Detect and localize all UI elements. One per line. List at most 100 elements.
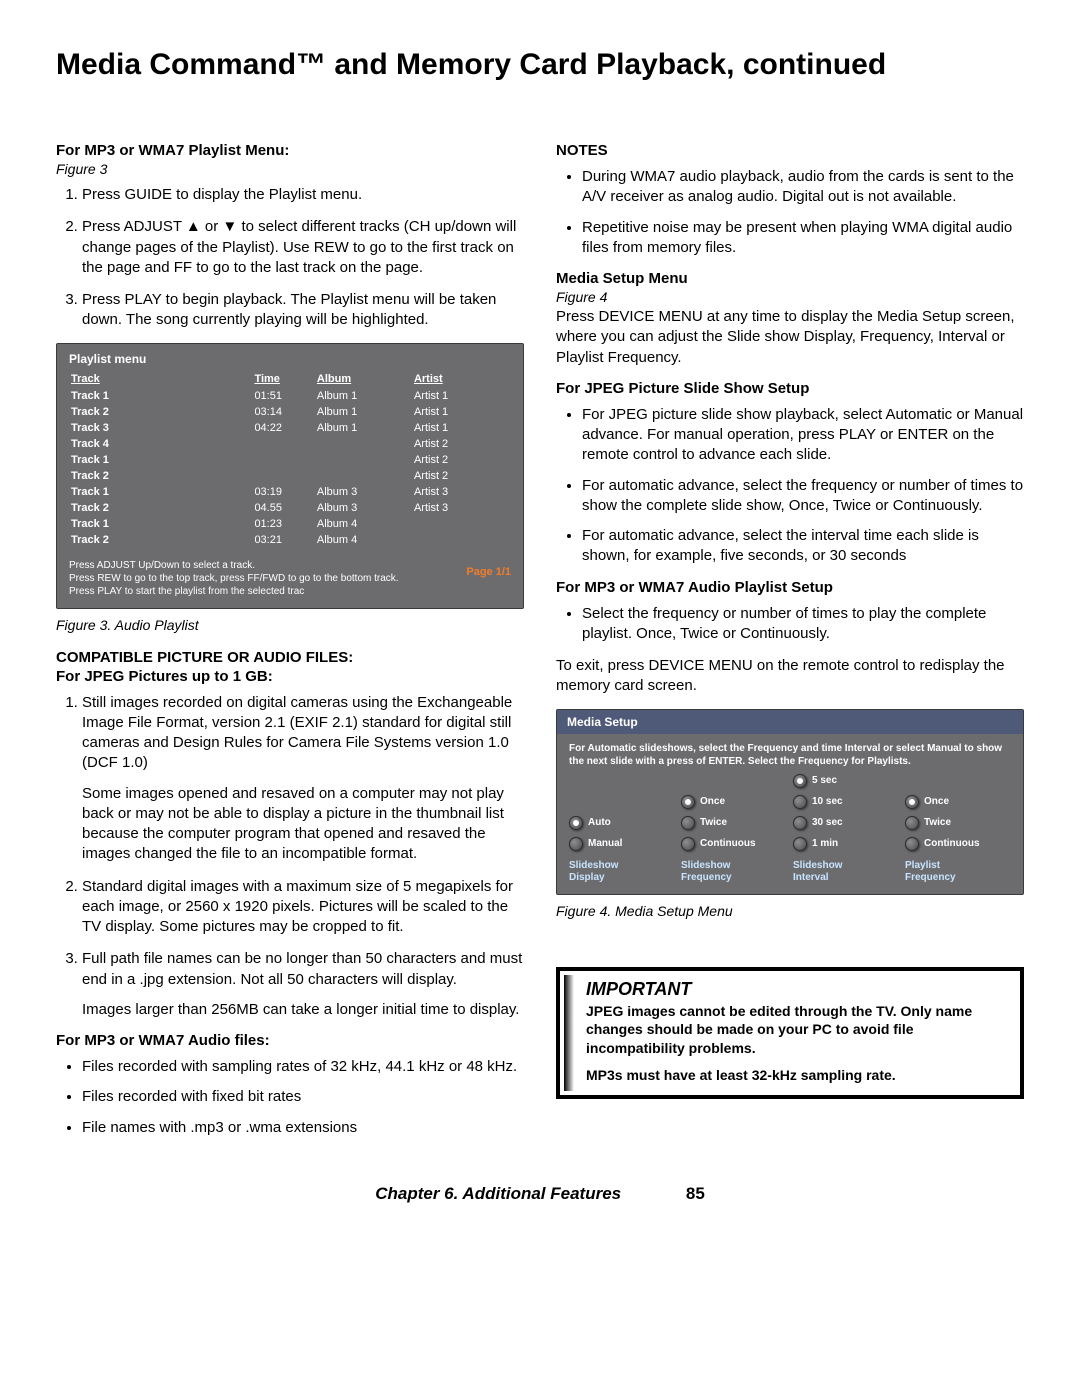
radio-option[interactable]: Auto: [569, 816, 675, 830]
important-text-1: JPEG images cannot be edited through the…: [586, 1002, 1008, 1059]
radio-option[interactable]: Continuous: [905, 837, 1011, 851]
left-column: For MP3 or WMA7 Playlist Menu: Figure 3 …: [56, 142, 524, 1150]
playlist-instructions: Press ADJUST Up/Down to select a track. …: [69, 559, 511, 598]
table-row: Track 101:23Album 4: [71, 517, 509, 531]
playlist-steps: Press GUIDE to display the Playlist menu…: [56, 185, 524, 331]
radio-option[interactable]: Manual: [569, 837, 675, 851]
instr-3: Press PLAY to start the playlist from th…: [69, 585, 511, 598]
setup-column-header: PlaylistFrequency: [905, 860, 1011, 884]
step-2: Press ADJUST ▲ or ▼ to select different …: [82, 217, 524, 278]
cell-artist: Artist 1: [414, 389, 509, 403]
setup-column: Once Twice Continuous SlideshowFrequency: [681, 774, 787, 884]
hdr-time: Time: [254, 372, 314, 387]
jpeg-step-3-note: Images larger than 256MB can take a long…: [82, 1000, 524, 1020]
radio-icon: [905, 795, 919, 809]
radio-icon: [681, 837, 695, 851]
radio-option[interactable]: 10 sec: [793, 795, 899, 809]
cell-album: Album 3: [317, 485, 412, 499]
cell-track: Track 2: [71, 533, 252, 547]
mp3-ps-bullet-1: Select the frequency or number of times …: [582, 604, 1024, 645]
setup-column-header: SlideshowFrequency: [681, 860, 787, 884]
cell-time: 03:19: [254, 485, 314, 499]
radio-label: 10 sec: [812, 796, 843, 807]
radio-option[interactable]: 30 sec: [793, 816, 899, 830]
radio-option[interactable]: 5 sec: [793, 774, 899, 788]
cell-time: 01:23: [254, 517, 314, 531]
heading-playlist-menu: For MP3 or WMA7 Playlist Menu:: [56, 142, 524, 159]
cell-album: Album 4: [317, 533, 412, 547]
cell-time: 03:14: [254, 405, 314, 419]
important-title: IMPORTANT: [586, 979, 1008, 1000]
cell-artist: Artist 3: [414, 501, 509, 515]
figure-4-ref: Figure 4: [556, 289, 1024, 305]
setup-column: Auto Manual SlideshowDisplay: [569, 774, 675, 884]
jpeg-step-1-text: Still images recorded on digital cameras…: [82, 694, 512, 772]
radio-option[interactable]: Once: [681, 795, 787, 809]
hdr-artist: Artist: [414, 372, 509, 387]
radio-icon: [569, 837, 583, 851]
table-row: Track 304:22Album 1Artist 1: [71, 421, 509, 435]
radio-label: Once: [700, 796, 725, 807]
playlist-title: Playlist menu: [69, 352, 511, 366]
radio-option[interactable]: Continuous: [681, 837, 787, 851]
radio-label: 5 sec: [812, 775, 837, 786]
radio-label: Auto: [588, 817, 611, 828]
cell-time: 03:21: [254, 533, 314, 547]
setup-column: 5 sec 10 sec 30 sec 1 min SlideshowInterval: [793, 774, 899, 884]
table-row: Track 1Artist 2: [71, 453, 509, 467]
table-row: Track 203:14Album 1Artist 1: [71, 405, 509, 419]
cell-artist: Artist 3: [414, 485, 509, 499]
radio-label: 1 min: [812, 838, 838, 849]
setup-column-header: SlideshowDisplay: [569, 860, 675, 884]
jpeg-steps: Still images recorded on digital cameras…: [56, 693, 524, 1021]
media-setup-intro: Press DEVICE MENU at any time to display…: [556, 307, 1024, 368]
radio-option[interactable]: Once: [905, 795, 1011, 809]
setup-column: Once Twice Continuous PlaylistFrequency: [905, 774, 1011, 884]
cell-artist: Artist 2: [414, 453, 509, 467]
instr-1: Press ADJUST Up/Down to select a track.: [69, 559, 511, 572]
radio-icon: [793, 795, 807, 809]
table-row: Track 203:21Album 4: [71, 533, 509, 547]
two-column-layout: For MP3 or WMA7 Playlist Menu: Figure 3 …: [56, 142, 1024, 1150]
important-box: IMPORTANT JPEG images cannot be edited t…: [556, 967, 1024, 1100]
page-number: 85: [686, 1184, 705, 1203]
heading-jpeg-slideshow: For JPEG Picture Slide Show Setup: [556, 380, 1024, 397]
radio-label: Twice: [924, 817, 951, 828]
setup-column-header: SlideshowInterval: [793, 860, 899, 884]
cell-album: [317, 453, 412, 467]
chapter-label: Chapter 6. Additional Features: [375, 1184, 621, 1203]
cell-track: Track 1: [71, 517, 252, 531]
hdr-track: Track: [71, 372, 252, 387]
jpeg-ss-bullet-3: For automatic advance, select the interv…: [582, 526, 1024, 567]
radio-icon: [569, 816, 583, 830]
playlist-headers: Track Time Album Artist: [71, 372, 509, 387]
cell-album: [317, 437, 412, 451]
right-column: NOTES During WMA7 audio playback, audio …: [556, 142, 1024, 1150]
cell-time: 04:22: [254, 421, 314, 435]
important-text-2: MP3s must have at least 32-kHz sampling …: [586, 1066, 1008, 1085]
table-row: Track 204.55Album 3Artist 3: [71, 501, 509, 515]
cell-track: Track 2: [71, 501, 252, 515]
cell-artist: Artist 1: [414, 421, 509, 435]
jpeg-ss-bullet-2: For automatic advance, select the freque…: [582, 476, 1024, 517]
radio-label: Manual: [588, 838, 622, 849]
radio-label: Once: [924, 796, 949, 807]
radio-option[interactable]: 1 min: [793, 837, 899, 851]
radio-option[interactable]: Twice: [681, 816, 787, 830]
radio-option[interactable]: Twice: [905, 816, 1011, 830]
mp3-file-bullets: Files recorded with sampling rates of 32…: [56, 1057, 524, 1138]
jpeg-slideshow-bullets: For JPEG picture slide show playback, se…: [556, 405, 1024, 567]
cell-time: [254, 437, 314, 451]
notes-bullets: During WMA7 audio playback, audio from t…: [556, 167, 1024, 258]
cell-artist: Artist 2: [414, 437, 509, 451]
cell-album: Album 3: [317, 501, 412, 515]
heading-media-setup: Media Setup Menu: [556, 270, 1024, 287]
radio-icon: [793, 816, 807, 830]
jpeg-step-3: Full path file names can be no longer th…: [82, 949, 524, 1020]
cell-track: Track 1: [71, 389, 252, 403]
cell-album: Album 4: [317, 517, 412, 531]
jpeg-step-1-note: Some images opened and resaved on a comp…: [82, 784, 524, 865]
cell-track: Track 4: [71, 437, 252, 451]
cell-time: [254, 469, 314, 483]
table-row: Track 2Artist 2: [71, 469, 509, 483]
